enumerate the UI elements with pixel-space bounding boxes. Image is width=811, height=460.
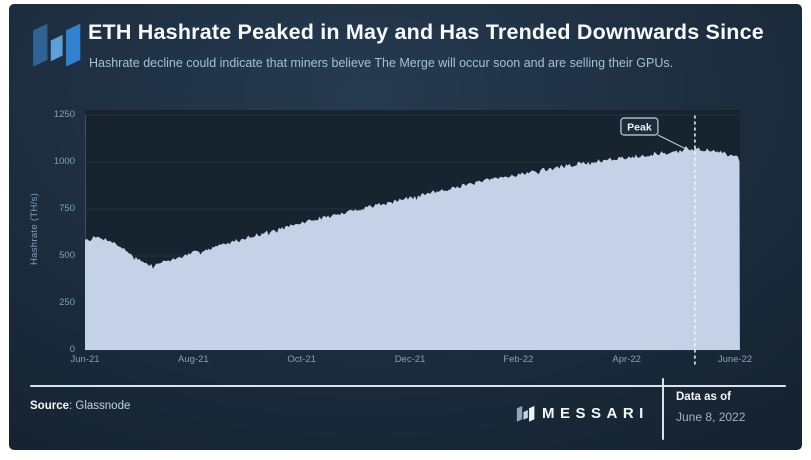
- source-credit: Source: Glassnode: [30, 400, 130, 412]
- y-tick-label: 750: [59, 203, 75, 214]
- x-tick-label: Aug-21: [178, 354, 209, 365]
- hashrate-area-chart: Peak: [85, 110, 740, 367]
- footer-divider: [30, 385, 786, 387]
- y-axis-title: Hashrate (TH/s): [29, 192, 40, 265]
- x-tick-label: Apr-22: [612, 354, 641, 365]
- x-tick-label: Feb-22: [503, 354, 534, 365]
- page-title: ETH Hashrate Peaked in May and Has Trend…: [88, 20, 764, 44]
- source-value: : Glassnode: [69, 400, 131, 412]
- data-as-of-date: June 8, 2022: [676, 410, 746, 424]
- y-tick-label: 0: [69, 344, 75, 355]
- y-tick-label: 250: [59, 297, 75, 308]
- peak-annotation-label: Peak: [627, 122, 652, 134]
- data-as-of-label: Data as of: [676, 391, 731, 403]
- messari-logo-icon: [33, 23, 81, 67]
- page-subtitle: Hashrate decline could indicate that min…: [89, 56, 674, 70]
- x-tick-label: June-22: [717, 354, 753, 365]
- messari-footer-icon: [516, 405, 535, 422]
- messari-wordmark: MESSARI: [515, 403, 649, 423]
- y-tick-label: 1250: [53, 109, 75, 120]
- y-tick-label: 1000: [53, 156, 75, 167]
- x-tick-label: Jun-21: [70, 354, 100, 365]
- y-tick-label: 500: [59, 250, 75, 261]
- x-tick-label: Oct-21: [287, 354, 316, 365]
- chart-card: ETH Hashrate Peaked in May and Has Trend…: [9, 4, 802, 450]
- footer-vertical-divider: [662, 378, 664, 440]
- x-tick-label: Dec-21: [394, 354, 426, 365]
- source-label: Source: [30, 400, 69, 412]
- brand-name: MESSARI: [542, 404, 649, 422]
